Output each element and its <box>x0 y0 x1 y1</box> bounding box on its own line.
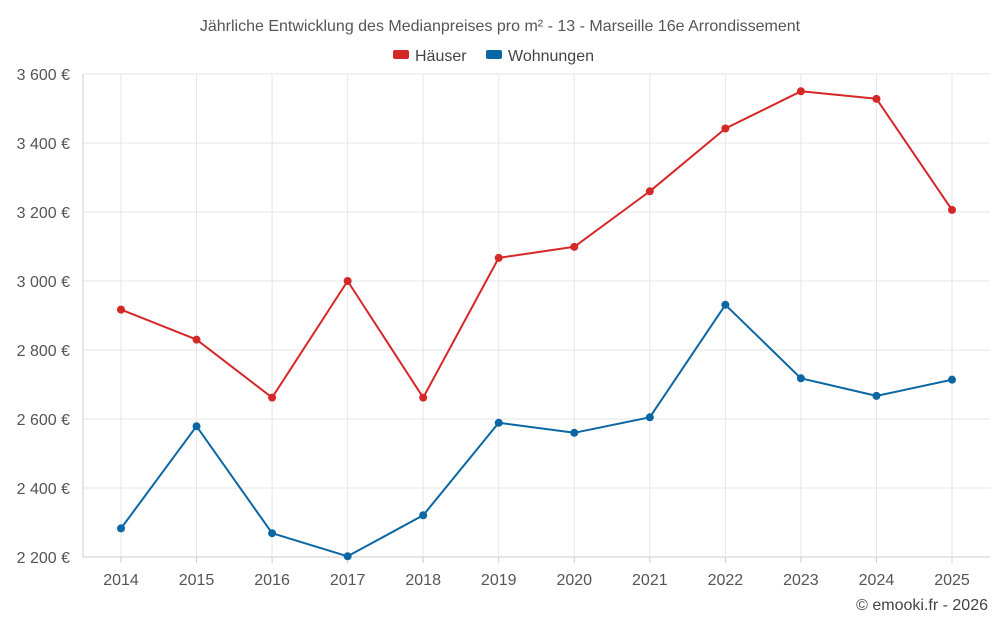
x-tick-label: 2015 <box>179 572 215 589</box>
x-tick-label: 2021 <box>632 572 668 589</box>
data-point-wohnungen[interactable] <box>117 524 125 533</box>
legend: Häuser Wohnungen <box>393 48 594 65</box>
y-tick-label: 3 200 € <box>17 205 70 222</box>
data-point-haeuser[interactable] <box>796 87 805 96</box>
data-point-wohnungen[interactable] <box>570 428 579 437</box>
x-tick-label: 2017 <box>330 572 366 589</box>
data-point-haeuser[interactable] <box>645 187 654 196</box>
x-tick-label: 2019 <box>481 572 517 589</box>
x-axis-ticks: 2014 2015 2016 2017 2018 2019 2020 2021 2022 2023… <box>103 557 970 589</box>
legend-swatch-wohnungen <box>486 50 502 59</box>
y-tick-label: 2 800 € <box>17 343 70 360</box>
legend-label-haeuser: Häuser <box>415 48 467 65</box>
legend-item-haeuser[interactable]: Häuser <box>393 48 467 65</box>
data-point-haeuser[interactable] <box>192 335 201 344</box>
data-point-haeuser[interactable] <box>268 393 277 402</box>
y-tick-label: 2 400 € <box>17 481 70 498</box>
legend-item-wohnungen[interactable]: Wohnungen <box>486 48 594 65</box>
x-tick-label: 2020 <box>556 572 592 589</box>
y-tick-label: 3 600 € <box>17 67 70 84</box>
x-tick-label: 2025 <box>934 572 970 589</box>
data-point-haeuser[interactable] <box>494 253 503 262</box>
x-tick-label: 2018 <box>405 572 441 589</box>
data-point-wohnungen[interactable] <box>343 552 352 561</box>
data-point-haeuser[interactable] <box>872 94 881 103</box>
data-point-wohnungen[interactable] <box>796 374 805 383</box>
data-point-haeuser[interactable] <box>117 305 125 314</box>
data-point-wohnungen[interactable] <box>872 391 881 400</box>
data-point-wohnungen[interactable] <box>268 529 277 538</box>
y-tick-label: 2 200 € <box>17 550 70 567</box>
grid <box>82 73 990 558</box>
data-point-wohnungen[interactable] <box>948 375 956 384</box>
y-axis-ticks: 2 200 € 2 400 € 2 600 € 2 800 € 3 000 € 3 200… <box>17 67 70 567</box>
x-tick-label: 2014 <box>103 572 139 589</box>
x-tick-label: 2023 <box>783 572 819 589</box>
legend-swatch-haeuser <box>393 50 409 59</box>
data-point-haeuser[interactable] <box>570 242 579 251</box>
data-point-wohnungen[interactable] <box>192 422 201 431</box>
data-point-wohnungen[interactable] <box>721 300 730 309</box>
y-tick-label: 2 600 € <box>17 412 70 429</box>
y-tick-label: 3 000 € <box>17 274 70 291</box>
data-point-wohnungen[interactable] <box>645 413 654 422</box>
y-tick-label: 3 400 € <box>17 136 70 153</box>
data-point-haeuser[interactable] <box>419 393 428 402</box>
x-tick-label: 2022 <box>708 572 744 589</box>
series-line-wohnungen <box>120 303 953 558</box>
series-line-haeuser <box>120 90 953 399</box>
data-point-wohnungen[interactable] <box>419 511 428 520</box>
chart-title: Jährliche Entwicklung des Medianpreises … <box>200 18 801 35</box>
legend-label-wohnungen: Wohnungen <box>508 48 594 65</box>
x-tick-label: 2016 <box>254 572 290 589</box>
credit-text: © emooki.fr - 2026 <box>856 597 988 614</box>
data-point-haeuser[interactable] <box>721 124 730 133</box>
data-point-wohnungen[interactable] <box>494 418 503 427</box>
x-tick-label: 2024 <box>859 572 895 589</box>
series <box>117 87 956 561</box>
data-point-haeuser[interactable] <box>948 205 956 214</box>
data-point-haeuser[interactable] <box>343 277 352 285</box>
